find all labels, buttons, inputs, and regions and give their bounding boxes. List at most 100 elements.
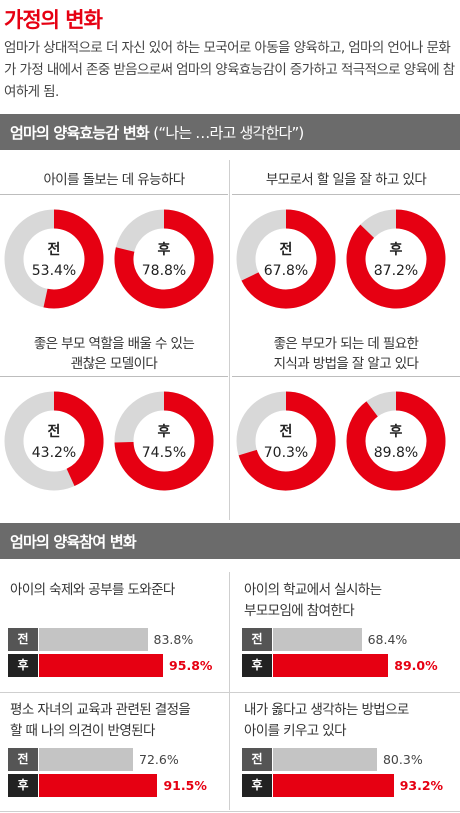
divider-line [232, 376, 460, 377]
donut-period-label: 전 [280, 241, 293, 258]
chart-title-line: 내가 옳다고 생각하는 방법으로 [244, 702, 409, 718]
chart-title-line: 평소 자녀의 교육과 관련된 결정을 [10, 702, 191, 718]
bar-row-after: 후 93.2% [242, 774, 454, 797]
donut-chart: 좋은 부모가 되는 데 필요한 지식과 방법을 잘 알고 있다 전 70.3% 후 89.… [232, 336, 460, 508]
increase-arrow [138, 444, 175, 468]
donut-period-label: 전 [280, 423, 293, 440]
chart-title: 부모로서 할 일을 잘 하고 있다 [232, 170, 460, 190]
section-title: 엄마의 양육효능감 변화 [10, 124, 150, 142]
bar-track: 93.2% [273, 774, 448, 797]
chart-title: 아이를 돌보는 데 유능하다 [0, 170, 228, 190]
bar-track: 95.8% [39, 654, 214, 677]
donut-period-label: 후 [158, 242, 171, 258]
donut-value-label: 78.8% [142, 263, 186, 279]
donut-arc-before [53, 391, 104, 487]
arrow-start-tick [171, 458, 178, 469]
row-divider [0, 692, 460, 693]
bar-track: 89.0% [273, 654, 448, 677]
arrow-head-icon [135, 251, 144, 257]
donut-arc-before [43, 209, 104, 309]
chart-title-line: 할 때 나의 의견이 반영된다 [10, 723, 155, 739]
bar-before [273, 748, 377, 771]
bar-row-after: 후 95.8% [8, 654, 220, 677]
bar-row-after: 후 89.0% [242, 654, 454, 677]
bar-category-label: 전 [242, 748, 272, 771]
divider-line [232, 194, 460, 195]
donut-pair-svg: 전 67.8% 후 87.2% [236, 209, 446, 309]
divider-line [0, 376, 228, 377]
donut-pair-svg: 전 70.3% 후 89.8% [236, 391, 446, 491]
donut-period-label: 후 [158, 424, 171, 440]
donut-arc-before [241, 209, 336, 309]
bar-track: 83.8% [39, 628, 214, 651]
donut-value-label: 43.2% [32, 445, 76, 461]
donut-arc-after [114, 391, 214, 491]
bar-value-label: 95.8% [169, 658, 213, 673]
donut-arc-after [114, 209, 214, 309]
donut-period-label: 전 [48, 423, 61, 440]
bar-track: 91.5% [39, 774, 214, 797]
bar-row-before: 전 72.6% [8, 748, 220, 771]
bar-value-label: 93.2% [399, 778, 444, 793]
increase-arrow [369, 243, 377, 271]
donut-value-label: 74.5% [142, 445, 186, 461]
bar-category-label: 전 [242, 628, 272, 651]
bar-category-label: 전 [8, 748, 38, 771]
chart-title-line: 좋은 부모가 되는 데 필요한 [273, 336, 419, 352]
donut-value-label: 67.8% [264, 263, 308, 279]
arrow-head-icon [372, 239, 380, 247]
chart-title-line: 아이의 숙제와 공부를 도와준다 [10, 582, 175, 598]
bar-before [273, 628, 362, 651]
chart-title-line: 부모모임에 참여한다 [244, 603, 355, 619]
bar-value-label: 72.6% [139, 752, 179, 767]
donut-value-label: 70.3% [264, 445, 308, 461]
donut-value-label: 53.4% [32, 263, 76, 279]
column-divider [229, 160, 230, 520]
chart-title: 내가 옳다고 생각하는 방법으로 아이를 키우고 있다 [244, 700, 456, 742]
bar-value-label: 89.0% [394, 658, 438, 673]
donut-pair-svg: 전 53.4% 후 78.8% [4, 209, 214, 309]
bar-value-label: 68.4% [367, 632, 408, 647]
arrow-head-icon [376, 419, 383, 426]
bar-before [39, 748, 134, 771]
page-title: 가정의 변화 [4, 8, 103, 32]
donut-pair-svg: 전 43.2% 후 74.5% [4, 391, 214, 491]
chart-title: 아이의 숙제와 공부를 도와준다 [10, 580, 222, 601]
bar-track: 68.4% [273, 628, 448, 651]
intro-text: 엄마가 상대적으로 더 자신 있어 하는 모국어로 아동을 양육하고, 엄마의 … [4, 40, 455, 100]
bar-after [39, 774, 158, 797]
bar-category-label: 전 [8, 628, 38, 651]
bar-row-before: 전 83.8% [8, 628, 220, 651]
chart-title: 좋은 부모가 되는 데 필요한 지식과 방법을 잘 알고 있다 [232, 334, 460, 374]
increase-arrow [369, 422, 380, 449]
arrow-head-icon [135, 439, 144, 446]
bar-row-before: 전 80.3% [242, 748, 454, 771]
donut-period-label: 전 [48, 241, 61, 258]
section-header-efficacy: 엄마의 양육효능감 변화 (“나는 …라고 생각한다”) [0, 114, 460, 150]
donut-value-label: 87.2% [374, 263, 418, 279]
donut-period-label: 후 [390, 424, 403, 440]
chart-title-line: 괜찮은 모델이다 [70, 356, 158, 372]
bar-after [273, 654, 389, 677]
bar-row-after: 후 91.5% [8, 774, 220, 797]
bar-category-label: 후 [8, 654, 38, 677]
bottom-divider [0, 811, 460, 812]
chart-title-line: 아이의 학교에서 실시하는 [244, 582, 382, 598]
bar-value-label: 83.8% [153, 632, 194, 647]
bar-category-label: 후 [242, 774, 272, 797]
donut-period-label: 후 [390, 242, 403, 258]
bar-row-before: 전 68.4% [242, 628, 454, 651]
donut-arc-after [346, 391, 446, 491]
divider-line [0, 194, 228, 195]
bar-track: 80.3% [273, 748, 448, 771]
chart-title-line: 좋은 부모 역할을 배울 수 있는 [33, 336, 195, 352]
bar-value-label: 91.5% [163, 778, 207, 793]
